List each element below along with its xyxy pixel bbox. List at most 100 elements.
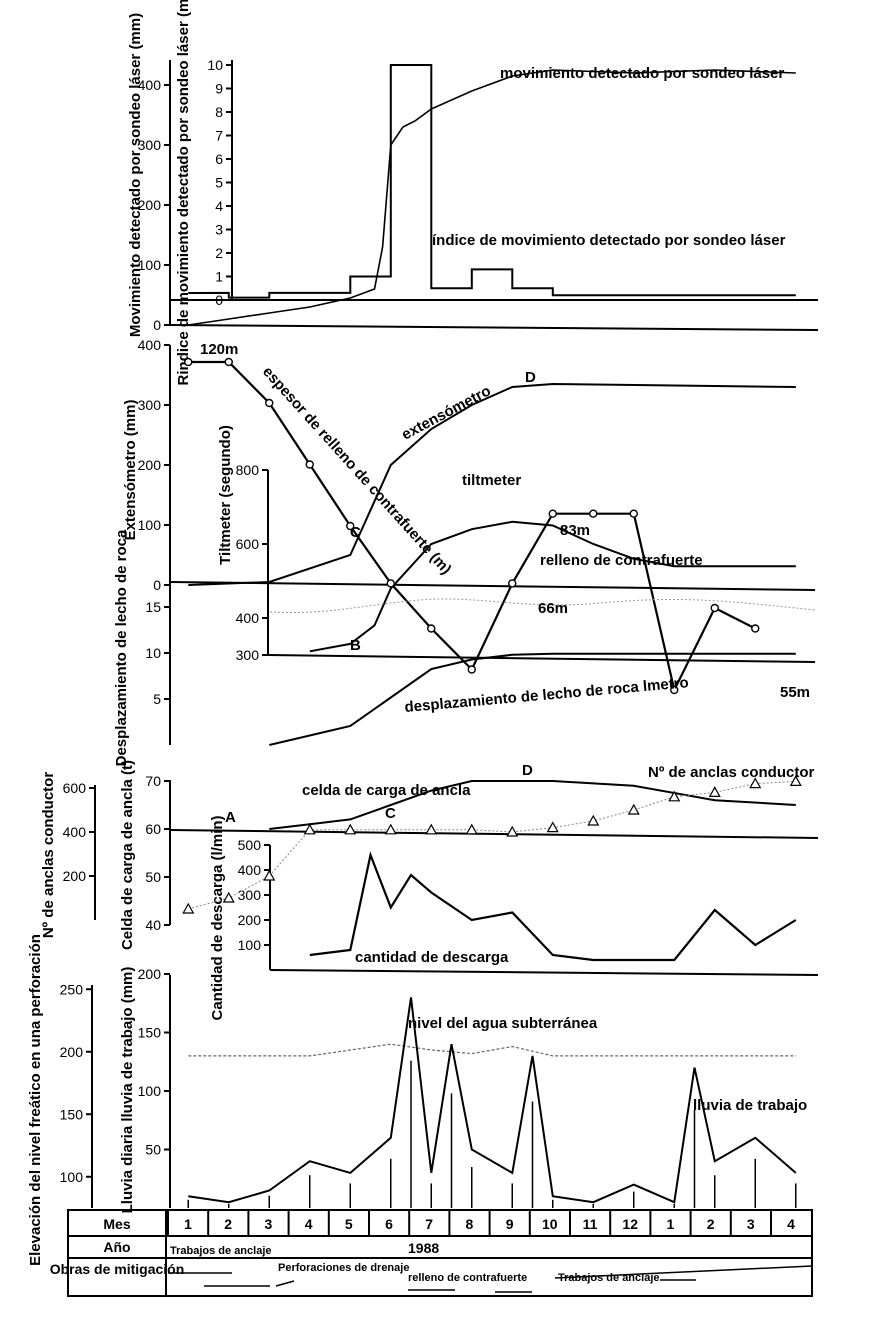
buttress-point [751, 624, 760, 633]
lluvia-line [188, 997, 797, 1204]
label-C: C [350, 524, 361, 541]
works-anclaje-1: Trabajos de anclaje [170, 1245, 272, 1257]
extenso-ticks: 0 100 200 300 400 [138, 337, 170, 593]
laser-mm-axis-title: Movimiento detectado por sondeo láser (m… [127, 13, 144, 337]
works-relleno: relleno de contrafuerte [408, 1272, 527, 1284]
tilt-tick-label: 400 [236, 610, 260, 626]
laser-rate-line [188, 64, 796, 299]
descarga-baseline [269, 969, 819, 976]
anclas-marker [749, 777, 762, 789]
buttress-point [386, 579, 395, 588]
buttress-point [305, 460, 314, 469]
month-cell: 9 [506, 1216, 514, 1232]
celda-axis-title: Celda de carga de ancla (t) [119, 760, 136, 950]
laser-rate-tick-label: 0 [215, 292, 223, 308]
buttress-point [467, 665, 476, 674]
lecho-line [269, 652, 796, 746]
laser-rate-label: índice de movimiento detectado por sonde… [432, 232, 786, 249]
nivel-tick-label: 100 [60, 1169, 84, 1185]
sched-drenaje [275, 1280, 295, 1287]
extenso-tick-label: 0 [153, 577, 161, 593]
anclas-marker [222, 891, 235, 903]
anclas-marker [789, 775, 802, 786]
anclas-tick-label: 200 [63, 868, 87, 884]
anclas-marker [668, 790, 681, 802]
nivel-tick-label: 150 [60, 1106, 84, 1122]
nivel-tick-label: 250 [60, 981, 84, 997]
celda-tick-label: 40 [145, 917, 161, 933]
relleno-label: relleno de contrafuerte [540, 552, 703, 569]
nivel-line [188, 1043, 796, 1057]
descarga-tick-label: 100 [238, 937, 262, 953]
anclas-marker [587, 814, 600, 826]
lluvia-ticks: 50 100 150 200 [138, 966, 170, 1158]
lluvia-tick-label: 50 [145, 1142, 161, 1158]
table-frame [67, 1209, 813, 1297]
lecho-tick-label: 15 [145, 599, 161, 615]
label-A: A [225, 809, 236, 826]
nivel-label: nivel del agua subterránea [408, 1015, 598, 1032]
anchor-panel: 200 400 600 40 50 60 70 100 200 300 400 500 Nº de… [40, 760, 819, 1021]
extenso-label: extensómetro [399, 382, 494, 443]
lluvia-tick-label: 200 [138, 966, 162, 982]
month-cell: 4 [787, 1216, 795, 1232]
month-cell: 3 [265, 1216, 273, 1232]
laser-mm-tick-label: 100 [138, 257, 162, 273]
descarga-tick-label: 500 [238, 837, 262, 853]
lecho-axis-title: Desplazamiento de lecho de roca [113, 529, 130, 766]
month-cell: 7 [425, 1216, 433, 1232]
anclas-marker [182, 902, 195, 914]
tilt-tick-label: 600 [236, 536, 260, 552]
lecho-tick-label: 5 [153, 691, 161, 707]
tilt-axis-title: Tiltmeter (segundo) [217, 425, 234, 565]
tilt-baseline [267, 654, 816, 663]
row-year-label: Año [103, 1239, 130, 1255]
label-55m: 55m [780, 684, 810, 701]
sched-anclaje-c [554, 1265, 813, 1279]
lluvia-bars [187, 1060, 797, 1208]
anclas-marker [425, 823, 438, 835]
month-cell: 12 [622, 1216, 638, 1232]
anclas-marker [465, 823, 478, 835]
extenso-hline-0 [169, 581, 816, 591]
anclas-line [188, 780, 796, 910]
anclas-axis-title: Nº de anclas conductor [40, 772, 57, 939]
laser-mm-ticks: 0 100 200 300 400 [138, 77, 170, 333]
tilt-line [309, 520, 796, 653]
month-cell: 1 [184, 1216, 192, 1232]
laser-mm-tick-label: 300 [138, 137, 162, 153]
anclas-markers [182, 775, 802, 914]
buttress-point [224, 357, 233, 367]
label-D: D [525, 369, 536, 386]
row-month-label: Mes [103, 1216, 130, 1232]
time-table: Mes Año Obras de mitigación 1 2 3 4 5 6 7 8 9 10 1… [50, 1209, 813, 1297]
tilt-label: tiltmeter [462, 472, 521, 489]
month-cells: 1 2 3 4 5 6 7 8 9 10 11 12 1 2 3 4 [167, 1210, 795, 1236]
buttress-point [548, 509, 557, 518]
lecho-tick-label: 10 [145, 645, 161, 661]
laser-mm-tick-label: 400 [138, 77, 162, 93]
anclas-marker [263, 869, 276, 881]
anclas-marker [344, 823, 357, 835]
lecho-label: desplazamiento de lecho de roca lmetro [404, 674, 689, 716]
laser-move-label: movimiento detectado por sondeo láser [500, 65, 784, 82]
buttress-dots [184, 357, 760, 695]
extenso-axis-title: Extensómetro (mm) [122, 400, 139, 541]
laser-rate-tick-label: 3 [215, 222, 223, 238]
descarga-line [309, 851, 797, 962]
buttress-point [184, 357, 193, 367]
lluvia-tick-label: 150 [138, 1025, 162, 1041]
descarga-tick-label: 200 [238, 912, 262, 928]
buttress-point [427, 624, 436, 633]
water-panel: 100 150 200 250 50 100 150 200 Elevación del n… [27, 934, 807, 1266]
label-D2: D [522, 762, 533, 779]
extenso-tick-label: 100 [138, 517, 162, 533]
buttress-label: espesor de relleno de contrafuerte (m) [259, 363, 455, 578]
laser-rate-ticks: 0 1 2 3 4 5 6 7 8 9 10 [207, 57, 232, 308]
month-cell: 11 [583, 1216, 598, 1232]
lluvia-label: lluvia de trabajo [693, 1097, 807, 1114]
celda-line [269, 780, 796, 830]
laser-mm-tick-label: 200 [138, 197, 162, 213]
laser-rate-tick-label: 6 [215, 151, 223, 167]
descarga-tick-label: 300 [238, 887, 262, 903]
